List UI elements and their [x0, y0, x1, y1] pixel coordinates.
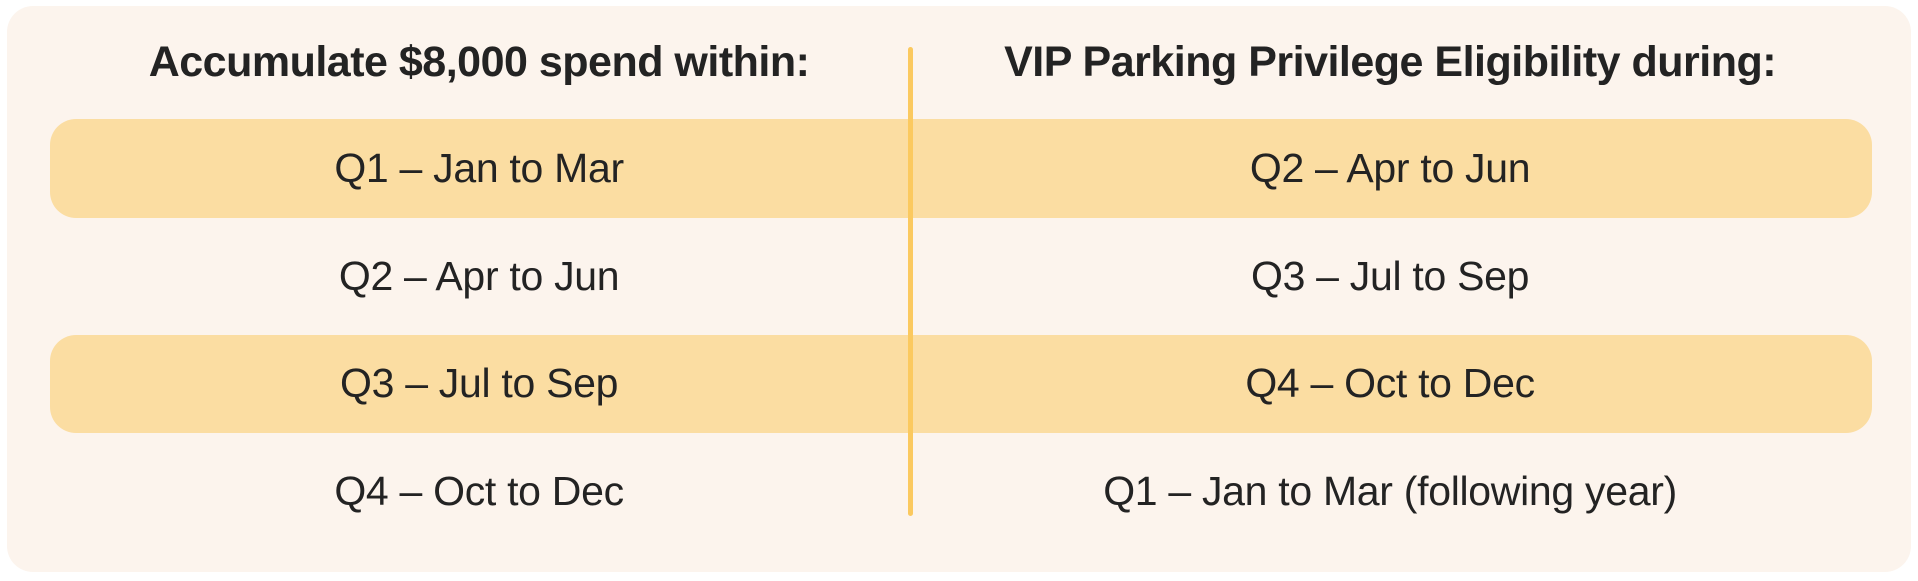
spend-quarter-cell: Q4 – Oct to Dec — [334, 467, 624, 514]
eligibility-quarter-cell: Q1 – Jan to Mar (following year) — [1103, 467, 1677, 514]
eligibility-table: Accumulate $8,000 spend within: VIP Park… — [50, 6, 1872, 550]
spend-quarter-cell: Q3 – Jul to Sep — [340, 360, 619, 407]
column-divider — [908, 47, 913, 516]
table-header-row: Accumulate $8,000 spend within: VIP Park… — [50, 6, 1872, 119]
eligibility-card: Accumulate $8,000 spend within: VIP Park… — [7, 6, 1911, 572]
eligibility-quarter-cell: Q3 – Jul to Sep — [1251, 252, 1530, 299]
table-row: Q3 – Jul to Sep Q4 – Oct to Dec — [50, 335, 1872, 433]
eligibility-quarter-cell: Q4 – Oct to Dec — [1245, 360, 1535, 407]
table-row: Q1 – Jan to Mar Q2 – Apr to Jun — [50, 119, 1872, 218]
table-row: Q2 – Apr to Jun Q3 – Jul to Sep — [50, 218, 1872, 335]
eligibility-column-header: VIP Parking Privilege Eligibility during… — [1004, 37, 1777, 86]
table-row: Q4 – Oct to Dec Q1 – Jan to Mar (followi… — [50, 433, 1872, 550]
spend-quarter-cell: Q1 – Jan to Mar — [334, 144, 624, 191]
spend-column-header: Accumulate $8,000 spend within: — [148, 37, 810, 86]
eligibility-quarter-cell: Q2 – Apr to Jun — [1249, 144, 1531, 191]
spend-quarter-cell: Q2 – Apr to Jun — [338, 252, 620, 299]
